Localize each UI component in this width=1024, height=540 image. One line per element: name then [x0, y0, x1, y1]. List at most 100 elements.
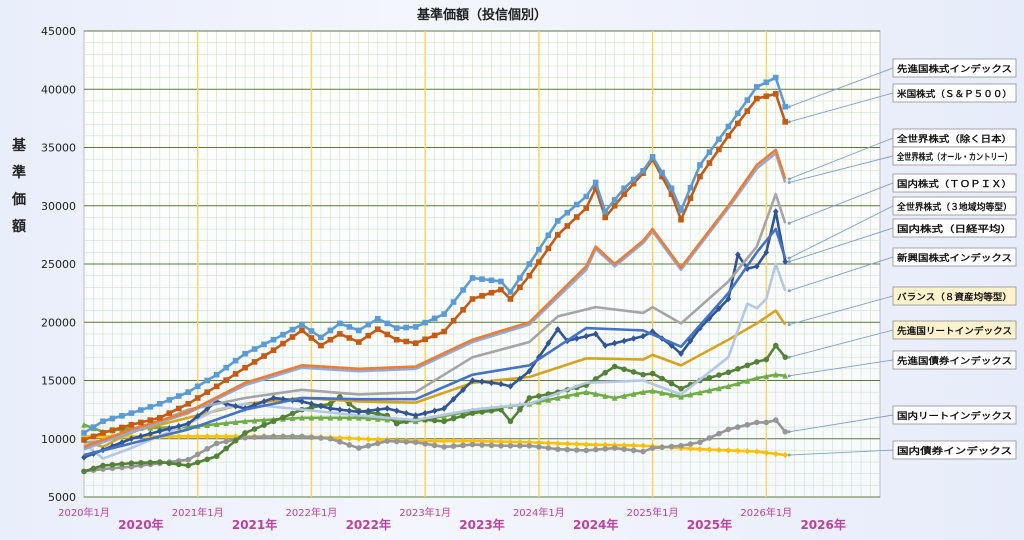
series-marker: [185, 456, 192, 463]
series-marker: [242, 417, 248, 425]
series-marker: [725, 426, 732, 433]
series-marker: [706, 374, 713, 381]
series-marker: [763, 79, 770, 86]
series-marker: [346, 401, 353, 407]
legend-item: 米国株式（Ｓ＆Ｐ５００）: [787, 83, 1017, 124]
series-marker: [469, 377, 476, 384]
series-marker: [621, 392, 627, 399]
series-marker: [109, 461, 116, 468]
series-marker: [365, 415, 372, 422]
series-marker: [100, 418, 106, 425]
series-marker: [649, 328, 656, 335]
series-marker: [602, 369, 608, 376]
series-marker: [488, 379, 495, 387]
series-marker: [232, 357, 239, 364]
series-marker: [706, 160, 713, 166]
series-marker: [555, 394, 561, 401]
series-marker: [138, 407, 144, 413]
legend-item: 先進国リートインデックス: [787, 320, 1017, 359]
x-tick-label: 2021年1月: [172, 506, 224, 519]
series-marker: [337, 434, 343, 442]
series-marker: [583, 205, 590, 211]
series-marker: [393, 438, 400, 445]
series-marker: [782, 354, 789, 361]
series-marker: [564, 440, 571, 448]
series-marker: [166, 425, 173, 432]
legend-item: バランス（８資産均等型）: [787, 286, 1017, 327]
legend-leader-line: [789, 137, 894, 180]
plot-area: 5000 10000 15000 20000 25000 30000 35000 40000 4…: [41, 25, 881, 532]
series-marker: [441, 405, 447, 412]
series-marker: [223, 364, 229, 371]
series-marker: [242, 430, 248, 436]
y-axis: 5000 10000 15000 20000 25000 30000 35000 40000 4…: [41, 25, 76, 504]
series-marker: [744, 97, 751, 103]
legend-leader-dot: [787, 260, 791, 264]
series-marker: [299, 327, 305, 334]
x-year-label: 2020年: [118, 517, 163, 532]
series-marker: [583, 332, 590, 340]
series-marker: [678, 442, 684, 449]
series-marker: [630, 447, 637, 454]
series-marker: [289, 415, 296, 422]
series-marker: [763, 449, 770, 457]
legend-label: 先進国株式インデックス: [897, 63, 1012, 75]
series-marker: [611, 394, 618, 401]
series-marker: [678, 393, 684, 400]
legend-item: 全世界株式（除く日本）: [787, 128, 1017, 181]
series-marker: [659, 173, 665, 180]
series-marker: [763, 93, 770, 100]
series-marker: [517, 375, 523, 383]
series-marker: [469, 441, 476, 448]
series-marker: [270, 433, 277, 440]
y-axis-title-char: 価: [11, 191, 26, 208]
series-marker: [460, 413, 466, 419]
series-marker: [166, 410, 173, 416]
legend-leader-line: [789, 67, 894, 108]
series-marker: [735, 120, 741, 127]
series-marker: [725, 133, 732, 139]
series-marker: [450, 415, 457, 422]
series-marker: [630, 180, 637, 187]
series-marker: [81, 468, 87, 475]
series-marker: [90, 465, 97, 472]
series-marker: [640, 332, 646, 340]
y-axis-title-char: 額: [11, 218, 26, 235]
series-marker: [450, 299, 457, 305]
series-marker: [384, 405, 391, 412]
series-marker: [299, 398, 305, 405]
series-marker: [782, 428, 789, 435]
series-marker: [327, 405, 334, 412]
series-marker: [564, 209, 571, 216]
series-marker: [175, 405, 182, 412]
series-marker: [346, 335, 353, 341]
series-marker: [119, 439, 125, 446]
series-marker: [564, 446, 571, 453]
series-marker: [555, 440, 561, 447]
series-marker: [422, 319, 428, 326]
y-axis-title-char: 基: [12, 137, 27, 154]
series-marker: [337, 406, 343, 413]
series-marker: [157, 401, 163, 407]
legend-box: [892, 218, 1017, 238]
legend-label: 先進国リートインデックス: [897, 325, 1012, 337]
series-marker: [488, 277, 495, 284]
series-marker: [441, 311, 447, 317]
legend-box: [892, 286, 1017, 306]
series-marker: [735, 424, 741, 430]
series-marker: [536, 444, 542, 450]
series-marker: [213, 383, 220, 390]
legend-leader-dot: [787, 120, 791, 124]
series-marker: [659, 375, 665, 382]
series-marker: [517, 442, 523, 449]
series-marker: [611, 202, 618, 209]
series-marker: [697, 439, 703, 446]
series-marker: [621, 185, 627, 192]
series-marker: [583, 441, 590, 448]
series-marker: [422, 409, 428, 417]
series-全世界株式（除く日本）: [83, 148, 787, 449]
series-marker: [668, 443, 675, 450]
series-marker: [384, 331, 391, 338]
series-marker: [308, 434, 315, 440]
series-marker: [469, 410, 476, 416]
